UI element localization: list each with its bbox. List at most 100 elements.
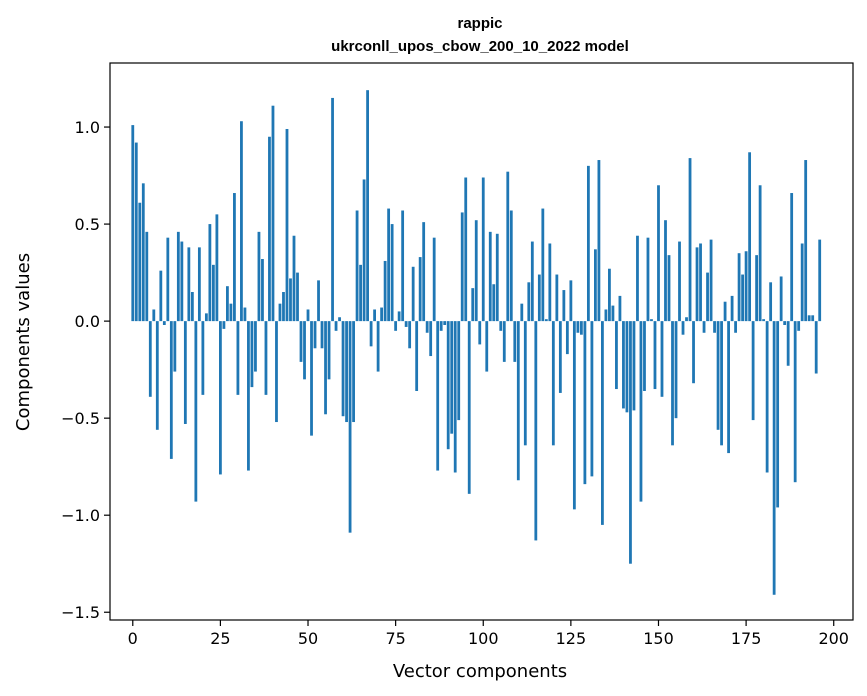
- bar: [162, 321, 166, 325]
- bar: [520, 303, 524, 322]
- bar: [299, 321, 303, 362]
- bar: [800, 243, 804, 322]
- bar: [366, 90, 369, 322]
- bar: [772, 321, 776, 595]
- bar: [765, 321, 769, 473]
- bar: [786, 321, 790, 366]
- x-tick-label: 100: [468, 629, 499, 648]
- bar: [793, 321, 797, 483]
- bar: [401, 210, 405, 322]
- bar: [467, 321, 471, 494]
- bar: [814, 321, 818, 374]
- bar: [226, 286, 229, 322]
- bar: [608, 268, 611, 322]
- bar: [453, 321, 457, 473]
- bar: [464, 177, 468, 322]
- bar: [653, 321, 657, 390]
- bar: [439, 321, 443, 331]
- chart-subtitle: ukrconll_upos_cbow_200_10_2022 model: [331, 38, 629, 55]
- bar: [811, 315, 815, 322]
- bar: [488, 231, 492, 322]
- bar: [674, 321, 678, 419]
- bar: [818, 239, 822, 322]
- bar: [264, 321, 268, 395]
- y-tick-label: −1.0: [61, 506, 100, 525]
- bar: [611, 305, 615, 322]
- bar: [594, 249, 597, 322]
- bar: [359, 264, 362, 322]
- bar: [741, 274, 744, 322]
- bar: [569, 280, 573, 322]
- bar: [394, 321, 398, 331]
- bar: [548, 243, 552, 322]
- bar: [450, 321, 454, 434]
- plot-area-frame: [109, 62, 854, 621]
- bar: [338, 317, 341, 322]
- bar: [758, 185, 762, 322]
- bar: [275, 321, 278, 423]
- bar: [713, 321, 716, 333]
- bar: [650, 319, 653, 322]
- x-axis-ticks: 0 25 50 75 100 125 150 175 200: [128, 620, 849, 648]
- bar: [706, 272, 709, 322]
- bar: [657, 185, 660, 322]
- bar: [625, 321, 629, 413]
- x-tick-label: 150: [643, 629, 674, 648]
- bar: [204, 313, 208, 322]
- y-axis-ticks: −1.5 −1.0 −0.5 0.0 0.5 1.0: [61, 118, 110, 622]
- bar: [211, 264, 215, 322]
- bar: [534, 321, 538, 541]
- bar: [131, 125, 135, 322]
- bar: [457, 321, 461, 421]
- bar: [622, 321, 625, 409]
- bar: [183, 321, 187, 424]
- bar: [348, 321, 352, 533]
- bar: [369, 321, 373, 347]
- bar: [558, 321, 562, 393]
- bar: [208, 224, 212, 322]
- bar: [243, 307, 247, 322]
- bar: [194, 321, 198, 502]
- bar: [250, 321, 254, 388]
- bar: [586, 165, 590, 322]
- bar: [240, 121, 243, 322]
- bar: [173, 321, 177, 372]
- bar: [478, 321, 482, 345]
- bar: [632, 321, 636, 411]
- x-tick-label: 75: [385, 629, 405, 648]
- y-tick-label: −1.5: [61, 603, 100, 622]
- bar: [141, 183, 145, 322]
- bar: [720, 321, 723, 446]
- bar: [310, 321, 313, 436]
- bar: [744, 251, 748, 322]
- y-tick-label: 1.0: [75, 118, 100, 137]
- bar: [397, 311, 401, 322]
- bar: [692, 321, 695, 384]
- bar: [688, 158, 692, 322]
- bar: [699, 243, 702, 322]
- bar: [502, 321, 506, 362]
- bar: [748, 152, 752, 322]
- bar: [418, 257, 422, 322]
- bar: [492, 284, 496, 322]
- bar: [341, 321, 345, 417]
- bar: [282, 292, 285, 322]
- bar: [411, 266, 415, 322]
- bar: [152, 309, 156, 322]
- bar: [790, 193, 794, 322]
- bar: [373, 309, 376, 322]
- bar: [509, 210, 513, 322]
- bar: [278, 303, 282, 322]
- bar: [303, 321, 306, 380]
- bar: [352, 321, 355, 423]
- bar: [579, 321, 583, 335]
- bar: [236, 321, 240, 395]
- bar: [495, 233, 499, 322]
- bar: [530, 241, 534, 322]
- bar: [229, 303, 233, 322]
- bar: [219, 321, 222, 475]
- bar: [702, 321, 706, 333]
- bar: [432, 237, 436, 322]
- bar: [590, 321, 594, 477]
- bar: [320, 321, 324, 349]
